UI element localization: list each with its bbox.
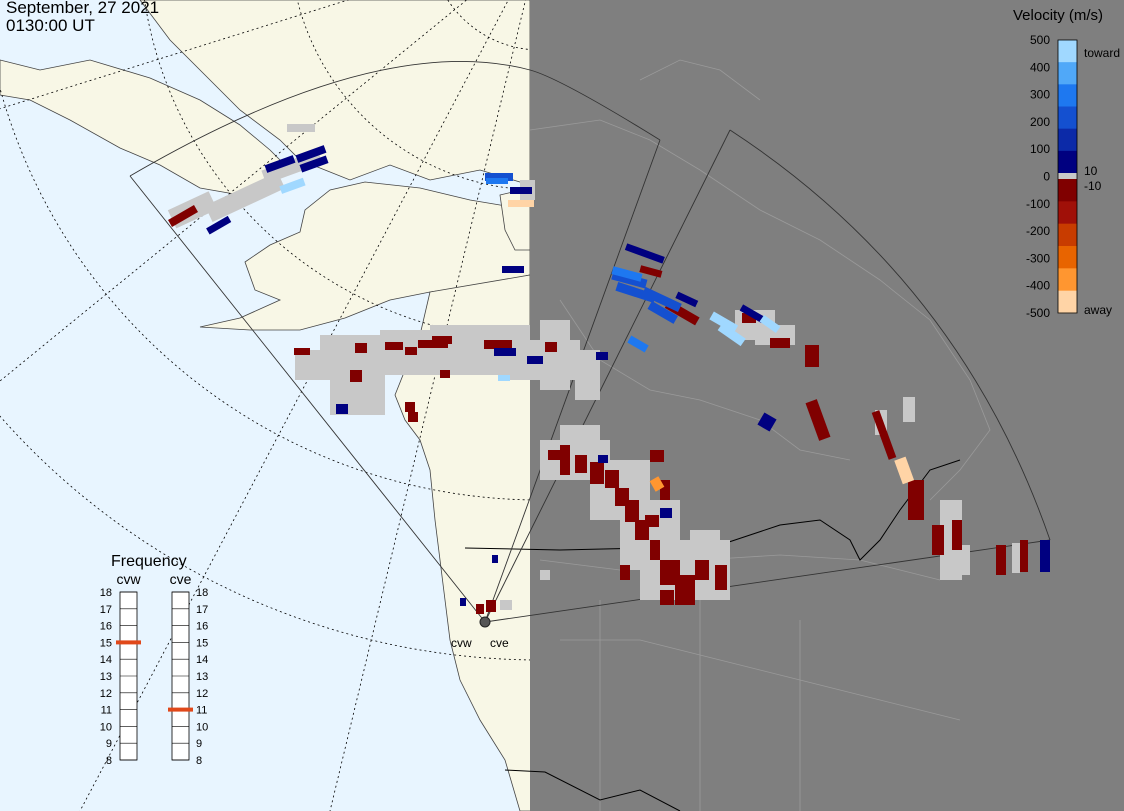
frequency-tick-label: 17 xyxy=(100,604,112,616)
fov-cvw xyxy=(129,61,661,623)
frequency-tick-label: 15 xyxy=(100,637,112,649)
toward-label: toward xyxy=(1084,46,1120,60)
frequency-tick-label: 11 xyxy=(101,705,112,717)
frequency-tick-label: 9 xyxy=(196,738,202,750)
colorbar-step xyxy=(1058,179,1077,202)
frequency-tick-label: 15 xyxy=(196,637,208,649)
frequency-tick-label: 14 xyxy=(100,654,112,666)
velocity-colorbar xyxy=(1057,39,1078,314)
frequency-tick-label: 9 xyxy=(106,738,112,750)
velocity-tick-label: -100 xyxy=(1026,197,1050,211)
title-time: 0130:00 UT xyxy=(6,16,95,35)
frequency-tick-label: 17 xyxy=(196,604,208,616)
velocity-tick-label: 400 xyxy=(1030,60,1050,74)
velocity-tick-label: -400 xyxy=(1026,279,1050,293)
frequency-tick-label: 18 xyxy=(100,587,112,599)
frequency-tick-label: 13 xyxy=(196,671,208,683)
colorbar-step xyxy=(1058,246,1077,269)
velocity-tick-label: 300 xyxy=(1030,88,1050,102)
velocity-tick-label: 0 xyxy=(1043,170,1050,184)
frequency-tick-label: 16 xyxy=(196,621,208,633)
frequency-tick-label: 13 xyxy=(100,671,112,683)
night-terminator xyxy=(530,0,1124,811)
velocity-cells xyxy=(167,124,1050,614)
colorbar-step xyxy=(1058,223,1077,247)
velocity-tick-label: 100 xyxy=(1030,142,1050,156)
title-date: September, 27 2021 xyxy=(6,0,160,17)
velocity-inner-tick: 10 xyxy=(1084,164,1098,178)
frequency-tick-label: 12 xyxy=(196,688,208,700)
site-label-cve: cve xyxy=(490,636,509,650)
velocity-ticks: 500 400 300 200 100 0 -100 -200 -300 -400 -500 10-1… xyxy=(1026,33,1102,320)
frequency-radar-name: cve xyxy=(170,571,192,587)
frequency-panel: cvw 18 17 16 15 14 13 12 11 10 9 8 cve 18 17 16 15 14 13 12… xyxy=(100,571,209,767)
frequency-tick-label: 11 xyxy=(196,705,207,717)
frequency-tick-label: 14 xyxy=(196,654,208,666)
away-label: away xyxy=(1084,303,1112,317)
colorbar-step xyxy=(1058,201,1077,225)
frequency-tick-label: 12 xyxy=(100,688,112,700)
frequency-tick-label: 8 xyxy=(106,755,112,767)
colorbar-step xyxy=(1058,268,1077,292)
colorbar-step xyxy=(1058,40,1077,63)
frequency-radar-name: cvw xyxy=(116,571,141,587)
frequency-tick-label: 10 xyxy=(100,721,112,733)
velocity-tick-label: 500 xyxy=(1030,33,1050,47)
frequency-marker-cvw xyxy=(116,640,141,645)
frequency-tick-label: 8 xyxy=(196,755,202,767)
velocity-tick-label: 200 xyxy=(1030,115,1050,129)
frequency-tick-label: 16 xyxy=(100,621,112,633)
colorbar-step xyxy=(1058,84,1077,107)
velocity-inner-tick: -10 xyxy=(1084,179,1102,193)
colorbar-step xyxy=(1058,106,1077,130)
site-label-cvw: cvw xyxy=(451,636,472,650)
velocity-tick-label: -300 xyxy=(1026,251,1050,265)
colorbar-step xyxy=(1058,150,1077,174)
frequency-tick-label: 18 xyxy=(196,587,208,599)
frequency-tick-label: 10 xyxy=(196,721,208,733)
frequency-marker-cve xyxy=(168,707,193,712)
velocity-tick-label: -500 xyxy=(1026,306,1050,320)
frequency-title: Frequency xyxy=(111,553,187,570)
colorbar-step xyxy=(1058,62,1077,85)
velocity-tick-label: -200 xyxy=(1026,224,1050,238)
colorbar-step xyxy=(1058,290,1077,314)
radar-site-marker xyxy=(479,616,491,628)
velocity-scale-title: Velocity (m/s) xyxy=(1013,7,1103,24)
colorbar-ground-step xyxy=(1058,173,1077,179)
colorbar-step xyxy=(1058,128,1077,152)
